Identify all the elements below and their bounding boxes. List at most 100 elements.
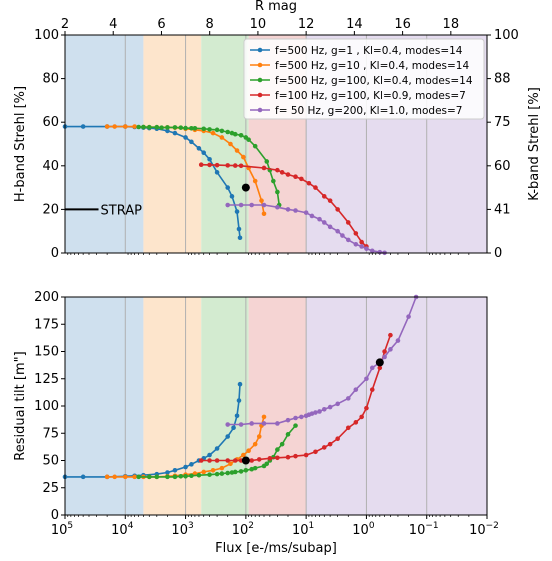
x-tick-label: 102 bbox=[232, 521, 254, 538]
series-point-4 bbox=[345, 237, 351, 243]
legend-box bbox=[243, 38, 485, 120]
y-tick-label: 0 bbox=[51, 246, 59, 261]
legend-swatch-marker bbox=[257, 47, 263, 53]
series-point-3 bbox=[279, 170, 285, 175]
series-point-2 bbox=[189, 126, 194, 131]
series-point-1 bbox=[219, 465, 225, 471]
y-tick-label: 20 bbox=[42, 202, 59, 217]
series-point-2 bbox=[264, 159, 270, 164]
series-point-2 bbox=[238, 469, 244, 474]
series-point-3 bbox=[306, 180, 312, 186]
series-point-3 bbox=[275, 167, 280, 173]
band-1 bbox=[143, 35, 202, 253]
series-point-2 bbox=[225, 129, 231, 135]
series-point-0 bbox=[165, 470, 170, 475]
top-tick-label: 4 bbox=[109, 17, 117, 32]
x-tick-label: 101 bbox=[292, 521, 314, 538]
series-point-4 bbox=[309, 411, 315, 416]
series-point-4 bbox=[293, 415, 298, 421]
y2-tick-label: 88 bbox=[494, 72, 511, 87]
series-point-2 bbox=[178, 474, 184, 479]
series-point-1 bbox=[210, 130, 216, 136]
series-point-4 bbox=[353, 241, 359, 247]
y2-tick-label: 60 bbox=[494, 159, 511, 174]
series-point-4 bbox=[249, 421, 254, 426]
series-point-3 bbox=[256, 457, 262, 462]
series-point-2 bbox=[252, 143, 258, 149]
series-point-4 bbox=[238, 422, 244, 427]
top-tick-label: 6 bbox=[157, 17, 165, 32]
series-point-2 bbox=[136, 124, 141, 130]
series-point-1 bbox=[201, 469, 207, 475]
series-point-4 bbox=[364, 246, 369, 251]
series-point-3 bbox=[225, 458, 231, 463]
legend: f=500 Hz, g=1 , Kl=0.4, modes=14 f=500 Hz… bbox=[243, 38, 485, 120]
series-point-0 bbox=[207, 452, 212, 458]
series-point-2 bbox=[146, 474, 152, 480]
series-point-3 bbox=[327, 198, 333, 203]
series-point-0 bbox=[214, 170, 220, 175]
series-point-1 bbox=[132, 124, 137, 129]
series-point-3 bbox=[225, 163, 231, 168]
series-point-2 bbox=[232, 131, 238, 137]
series-point-4 bbox=[359, 244, 364, 249]
series-point-4 bbox=[285, 207, 291, 212]
series-point-2 bbox=[159, 125, 164, 130]
series-point-4 bbox=[353, 387, 359, 392]
band-0 bbox=[65, 297, 144, 515]
x-tick-label: 10−2 bbox=[469, 521, 499, 538]
series-point-2 bbox=[178, 125, 184, 130]
y-tick-label: 200 bbox=[34, 290, 59, 305]
series-point-2 bbox=[214, 127, 220, 133]
series-point-3 bbox=[238, 163, 244, 169]
series-point-3 bbox=[345, 425, 351, 431]
top-tick-label: 2 bbox=[61, 17, 69, 32]
y-axis-label: H-band Strehl [%] bbox=[13, 86, 28, 202]
series-point-4 bbox=[335, 401, 340, 407]
series-point-3 bbox=[285, 172, 291, 177]
band-2 bbox=[201, 35, 249, 253]
series-point-2 bbox=[243, 468, 249, 473]
series-point-0 bbox=[237, 381, 243, 387]
series-point-2 bbox=[264, 461, 270, 467]
series-point-3 bbox=[313, 185, 318, 190]
series-point-0 bbox=[80, 124, 86, 129]
series-point-4 bbox=[225, 422, 231, 427]
series-point-4 bbox=[299, 414, 304, 420]
series-point-3 bbox=[321, 194, 327, 199]
series-point-0 bbox=[189, 462, 194, 467]
series-point-2 bbox=[196, 472, 202, 478]
series-point-2 bbox=[207, 472, 212, 477]
series-point-2 bbox=[146, 124, 152, 130]
series-point-0 bbox=[165, 128, 170, 134]
series-point-1 bbox=[252, 441, 258, 447]
series-point-2 bbox=[293, 423, 298, 428]
legend-swatch-marker bbox=[257, 62, 263, 68]
x-tick-label: 103 bbox=[171, 521, 193, 538]
series-point-3 bbox=[377, 365, 383, 371]
x-axis-label: Flux [e-/ms/subap] bbox=[215, 541, 337, 556]
series-point-2 bbox=[285, 432, 291, 437]
series-point-3 bbox=[232, 458, 238, 463]
x-tick-label: 104 bbox=[111, 521, 134, 538]
series-point-3 bbox=[359, 239, 364, 245]
top-tick-label: 12 bbox=[298, 17, 315, 32]
series-point-1 bbox=[228, 461, 233, 467]
series-point-0 bbox=[172, 468, 178, 473]
y-axis-label: Residual tilt [m"] bbox=[13, 351, 28, 460]
series-point-1 bbox=[210, 468, 216, 473]
top-tick-label: 8 bbox=[206, 17, 214, 32]
legend-entry: f=500 Hz, g=10 , Kl=0.4, modes=14 bbox=[275, 60, 469, 72]
series-point-3 bbox=[353, 420, 359, 425]
black-marker bbox=[375, 358, 384, 367]
series-point-0 bbox=[214, 446, 220, 451]
series-point-3 bbox=[198, 458, 204, 463]
series-point-0 bbox=[237, 235, 243, 241]
series-point-3 bbox=[198, 162, 204, 168]
y-tick-label: 40 bbox=[42, 159, 59, 174]
series-point-4 bbox=[285, 417, 291, 423]
top-tick-label: 16 bbox=[394, 17, 411, 32]
series-point-4 bbox=[377, 249, 383, 255]
series-point-2 bbox=[219, 128, 225, 134]
y-tick-label: 0 bbox=[51, 508, 59, 523]
